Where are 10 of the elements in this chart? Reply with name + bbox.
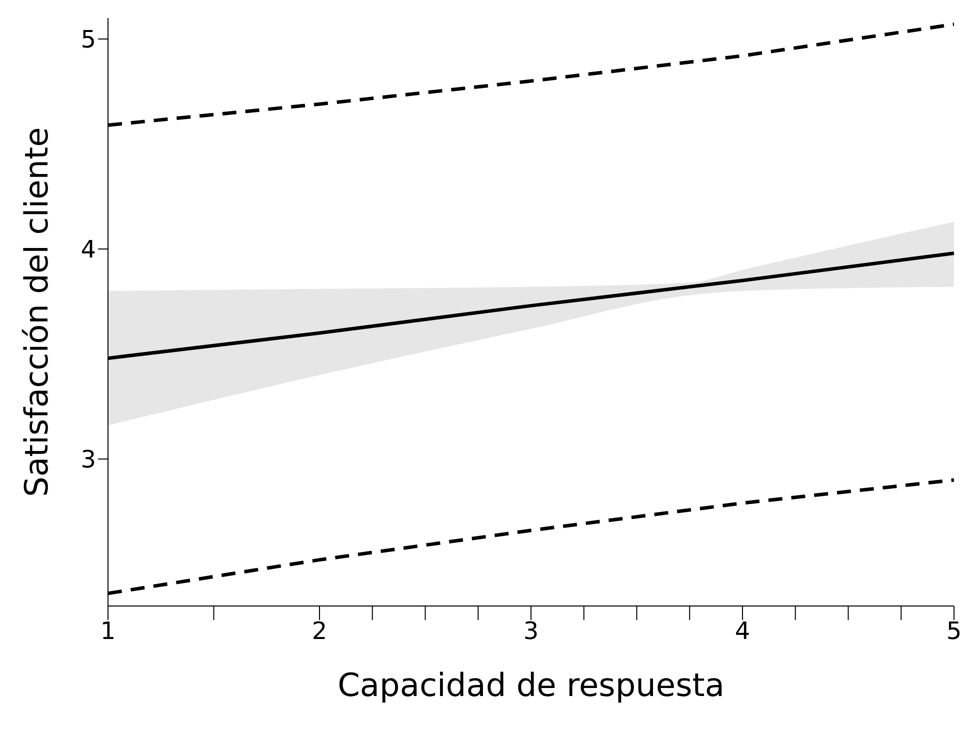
y-tick-label: 4 xyxy=(80,236,96,264)
x-tick-label: 4 xyxy=(734,617,750,646)
x-tick-label: 1 xyxy=(100,617,116,646)
y-tick-label: 5 xyxy=(80,26,96,54)
x-tick-label: 3 xyxy=(523,617,539,646)
x-axis-title: Capacidad de respuesta xyxy=(338,666,724,704)
y-axis-title: Satisfacción del cliente xyxy=(17,127,56,497)
x-tick-label: 5 xyxy=(946,617,962,646)
y-tick-label: 3 xyxy=(80,446,96,474)
x-tick-label: 2 xyxy=(312,617,328,646)
